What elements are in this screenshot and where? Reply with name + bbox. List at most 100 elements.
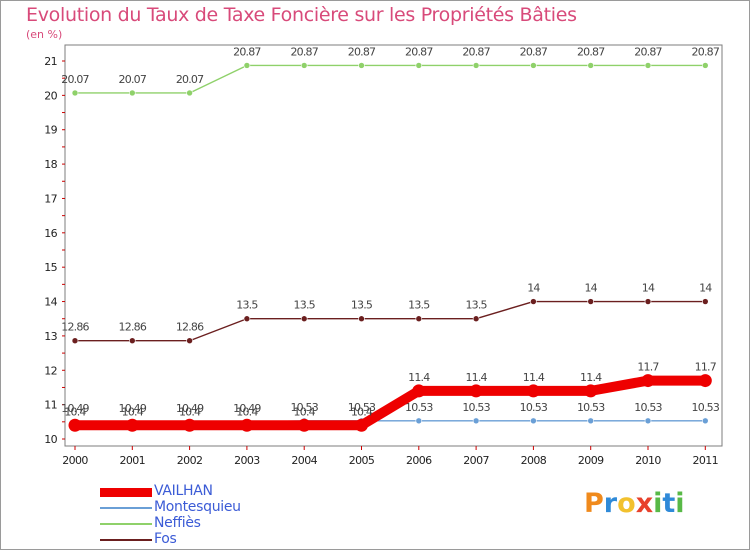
data-point-neffi-s (644, 62, 652, 69)
data-label-fos: 12.86 (176, 321, 204, 334)
x-tick-label: 2007 (463, 454, 489, 467)
y-tick-label: 12 (44, 364, 57, 377)
data-label-montesquieu: 10.49 (61, 402, 89, 415)
data-point-neffi-s (243, 62, 251, 69)
x-tick-label: 2001 (119, 454, 145, 467)
data-label-fos: 14 (699, 282, 712, 295)
data-point-montesquieu (587, 417, 595, 425)
data-point-montesquieu (415, 417, 423, 425)
y-tick-label: 17 (44, 192, 57, 205)
data-label-fos: 14 (527, 282, 540, 295)
data-point-neffi-s (129, 89, 136, 97)
logo-letter: o (617, 488, 636, 519)
data-label-fos: 13.5 (294, 299, 316, 312)
data-label-fos: 13.5 (408, 299, 430, 312)
legend-label-fos: Fos (154, 531, 177, 547)
data-label-fos: 12.86 (61, 321, 89, 334)
series-line-fos (74, 300, 706, 342)
logo-letter: t (662, 488, 676, 519)
chart-title: Evolution du Taux de Taxe Foncière sur l… (26, 4, 577, 26)
legend-swatch-montesquieu (100, 507, 152, 509)
data-label-vailhan: 11.4 (408, 371, 430, 384)
x-tick-label: 2004 (291, 454, 317, 467)
logo-letter: x (635, 488, 654, 519)
legend-swatch-neffi-s (100, 523, 152, 525)
logo-letter: i (675, 488, 685, 519)
x-tick-label: 2006 (406, 454, 432, 467)
x-tick-label: 2009 (578, 454, 604, 467)
y-tick-label: 16 (44, 227, 57, 240)
data-point-neffi-s (300, 62, 308, 69)
data-label-montesquieu: 10.49 (119, 402, 147, 415)
x-tick-label: 2002 (177, 454, 203, 467)
data-point-vailhan (641, 374, 655, 388)
data-label-vailhan: 10.4 (236, 405, 258, 418)
y-tick-label: 18 (44, 158, 57, 171)
data-point-vailhan (355, 418, 368, 432)
data-label-montesquieu: 10.53 (577, 401, 605, 414)
data-label-vailhan: 11.4 (465, 371, 487, 384)
data-label-montesquieu: 10.53 (520, 401, 548, 414)
data-label-neffi-s: 20.87 (290, 45, 318, 58)
data-label-neffi-s: 20.87 (634, 45, 662, 58)
data-point-neffi-s (186, 89, 193, 97)
data-point-fos (587, 298, 595, 305)
data-point-neffi-s (587, 62, 595, 69)
legend-label-neffi-s: Neffiès (154, 515, 201, 531)
y-tick-label: 15 (44, 261, 57, 274)
x-tick-label: 2010 (635, 454, 661, 467)
logo-letter: i (653, 488, 663, 519)
data-point-fos (701, 298, 709, 305)
data-label-neffi-s: 20.07 (61, 73, 89, 86)
data-label-neffi-s: 20.87 (462, 45, 490, 58)
data-point-montesquieu (472, 417, 480, 425)
legend-swatch-fos (100, 539, 152, 541)
data-label-fos: 13.5 (465, 299, 487, 312)
y-tick-label: 10 (44, 433, 57, 446)
data-point-fos (644, 298, 652, 305)
data-label-vailhan: 11.7 (637, 361, 659, 374)
data-label-montesquieu: 10.53 (290, 401, 318, 414)
y-tick-label: 13 (44, 330, 57, 343)
data-label-montesquieu: 10.49 (176, 402, 204, 415)
data-point-fos (415, 315, 423, 323)
data-label-fos: 12.86 (119, 321, 147, 334)
data-point-montesquieu (644, 417, 652, 425)
data-label-vailhan: 11.4 (580, 371, 602, 384)
data-label-fos: 14 (642, 282, 655, 295)
legend-swatch-vailhan (100, 487, 152, 497)
series-line-neffi-s (74, 64, 706, 94)
x-tick-label: 2003 (234, 454, 260, 467)
y-tick-label: 19 (44, 124, 57, 137)
data-label-vailhan: 10.4 (294, 405, 316, 418)
data-label-vailhan: 10.4 (179, 405, 201, 418)
data-point-neffi-s (472, 62, 480, 69)
data-label-fos: 14 (584, 282, 597, 295)
logo-letter: P (584, 488, 604, 519)
data-point-vailhan (526, 384, 540, 398)
data-point-neffi-s (530, 62, 537, 69)
data-label-neffi-s: 20.87 (233, 45, 261, 58)
data-label-vailhan: 10.4 (351, 405, 373, 418)
x-tick-label: 2005 (349, 454, 375, 467)
data-point-fos (186, 337, 193, 345)
plot-area (64, 44, 723, 447)
logo-letter: r (603, 488, 618, 519)
x-tick-label: 2008 (521, 454, 547, 467)
data-label-neffi-s: 20.87 (692, 45, 720, 58)
data-label-neffi-s: 20.07 (176, 73, 204, 86)
data-label-vailhan: 11.4 (523, 371, 545, 384)
data-label-neffi-s: 20.87 (577, 45, 605, 58)
data-label-neffi-s: 20.87 (348, 45, 376, 58)
y-tick-label: 11 (44, 399, 57, 412)
data-label-fos: 13.5 (351, 299, 373, 312)
data-point-fos (243, 315, 251, 323)
data-label-neffi-s: 20.07 (119, 73, 147, 86)
data-point-vailhan (469, 384, 483, 398)
data-point-neffi-s (415, 62, 423, 69)
data-point-vailhan (698, 374, 712, 388)
data-label-montesquieu: 10.53 (634, 401, 662, 414)
proxiti-logo: Proxiti (584, 488, 685, 519)
data-point-fos (129, 337, 136, 345)
